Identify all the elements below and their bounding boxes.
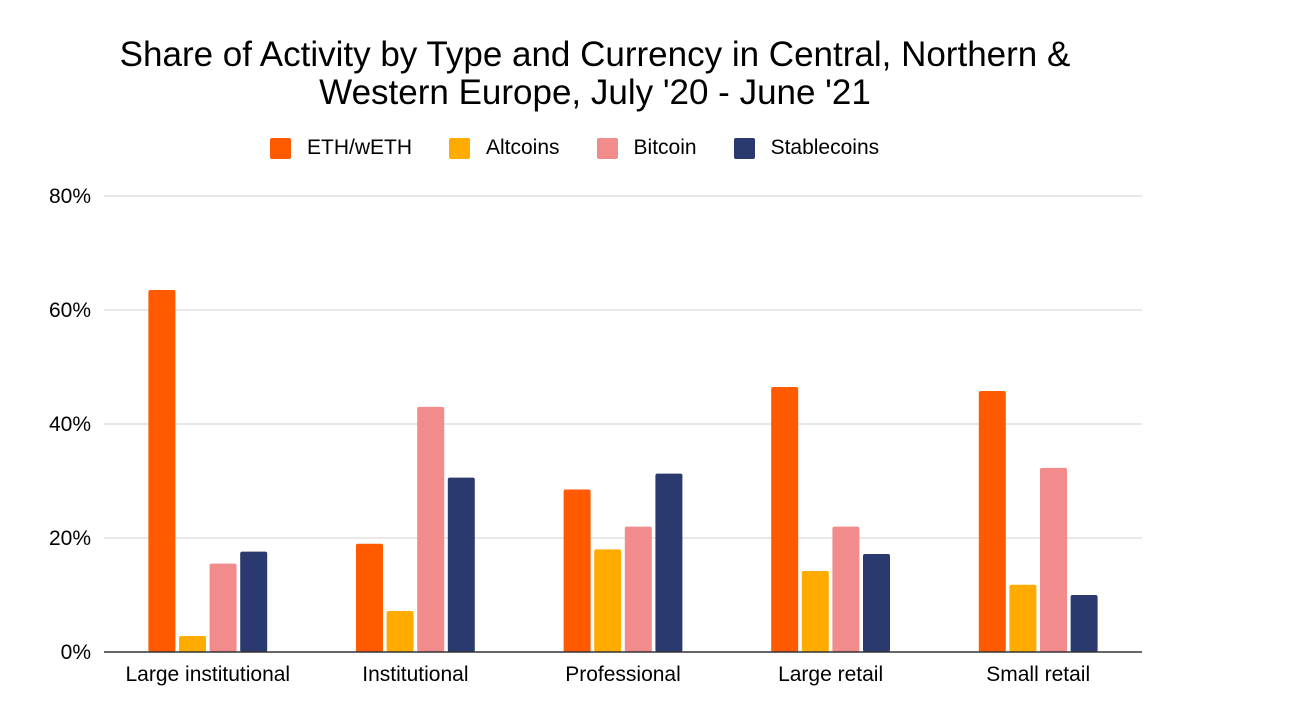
legend-label-eth: ETH/wETH xyxy=(307,136,412,159)
legend-label-stablecoins: Stablecoins xyxy=(770,136,880,159)
bar xyxy=(863,553,890,652)
chart-title-line-2: Western Europe, July '20 - June '21 xyxy=(319,73,871,112)
bar xyxy=(356,543,383,652)
bar xyxy=(209,563,237,652)
bar xyxy=(1070,595,1098,652)
legend-swatch-altcoins xyxy=(449,137,470,159)
bar xyxy=(1009,584,1037,652)
x-tick-label: Small retail xyxy=(986,663,1090,686)
bar xyxy=(148,290,176,652)
bar xyxy=(179,636,206,652)
legend-swatch-stablecoins xyxy=(733,137,755,159)
bar xyxy=(624,526,652,652)
chart-legend: ETH/wETH Altcoins Bitcoin Stablecoins xyxy=(270,136,916,160)
x-tick-label: Institutional xyxy=(362,663,468,686)
bar xyxy=(771,386,799,652)
bar xyxy=(978,390,1006,652)
bar xyxy=(832,526,860,652)
y-tick-label: 60% xyxy=(49,299,91,322)
x-tick-label: Large retail xyxy=(778,663,883,686)
legend-label-altcoins: Altcoins xyxy=(486,136,560,159)
bar xyxy=(801,571,829,652)
y-tick-label: 80% xyxy=(49,185,91,208)
legend-label-bitcoin: Bitcoin xyxy=(633,136,697,159)
bar xyxy=(563,489,591,652)
legend-swatch-eth xyxy=(270,137,291,159)
bar xyxy=(594,549,622,652)
bar xyxy=(655,473,683,652)
chart-title-line-1: Share of Activity by Type and Currency i… xyxy=(119,35,1071,74)
legend-swatch-bitcoin xyxy=(596,137,618,159)
chart-title: Share of Activity by Type and Currency i… xyxy=(0,36,1190,112)
bar xyxy=(1040,467,1067,652)
y-tick-label: 20% xyxy=(49,527,91,550)
y-tick-label: 40% xyxy=(49,413,91,436)
legend-item-eth: ETH/wETH xyxy=(270,136,412,160)
x-tick-label: Professional xyxy=(565,663,681,686)
bar xyxy=(240,551,268,652)
legend-item-altcoins: Altcoins xyxy=(449,136,560,160)
legend-item-bitcoin: Bitcoin xyxy=(596,136,697,160)
bar xyxy=(417,406,445,652)
x-tick-label: Large institutional xyxy=(125,663,290,686)
y-tick-label: 0% xyxy=(61,641,91,664)
bar xyxy=(447,477,475,652)
legend-item-stablecoins: Stablecoins xyxy=(733,136,880,160)
bar xyxy=(386,610,414,652)
